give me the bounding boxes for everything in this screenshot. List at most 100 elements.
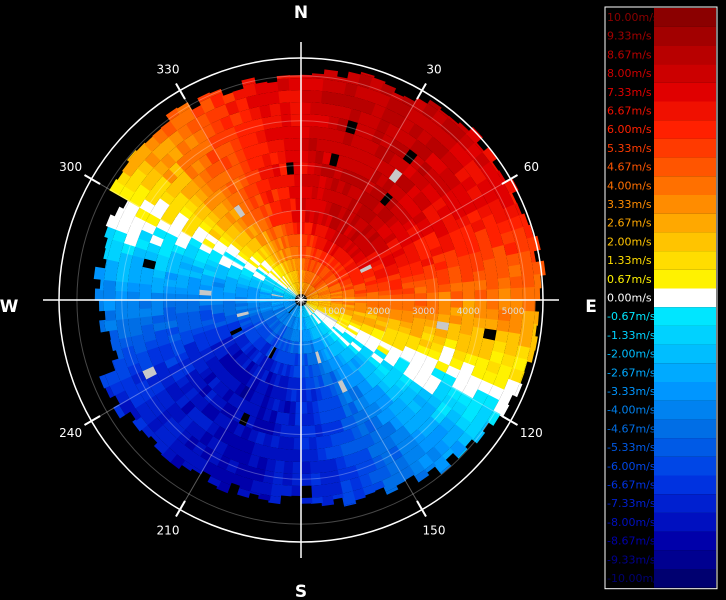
velocity-cell [412, 273, 426, 283]
velocity-cell [207, 210, 221, 225]
velocity-cell [296, 305, 300, 318]
velocity-cell [334, 456, 347, 471]
velocity-cell [277, 78, 291, 92]
velocity-cell [271, 296, 284, 300]
velocity-cell [336, 467, 350, 483]
velocity-cell [243, 326, 256, 337]
velocity-cell [312, 235, 319, 248]
velocity-cell [266, 332, 277, 344]
velocity-cell [325, 346, 335, 359]
velocity-cell [356, 162, 370, 178]
velocity-cell [342, 304, 355, 309]
velocity-cell [295, 305, 300, 318]
velocity-cell [259, 369, 270, 383]
velocity-cell [271, 321, 282, 332]
velocity-cell [306, 290, 317, 298]
velocity-cell [319, 103, 333, 117]
velocity-cell [317, 305, 330, 311]
velocity-cell [484, 318, 498, 332]
velocity-cell [324, 317, 336, 327]
velocity-cell [368, 335, 382, 346]
velocity-cell [103, 299, 116, 312]
velocity-cell [352, 338, 365, 350]
velocity-cell [273, 238, 282, 251]
velocity-cell [230, 239, 244, 252]
velocity-cell [154, 197, 171, 213]
velocity-cell [367, 356, 381, 369]
velocity-cell [275, 138, 286, 152]
velocity-cell [320, 423, 331, 437]
velocity-cell [259, 288, 273, 294]
velocity-cell [313, 162, 324, 176]
velocity-cell [271, 292, 284, 297]
velocity-cell [359, 264, 373, 274]
velocity-cell [341, 333, 353, 345]
velocity-cell [398, 373, 413, 388]
velocity-cell [304, 377, 311, 390]
velocity-cell [330, 327, 342, 339]
velocity-cell [309, 247, 316, 260]
velocity-cell [213, 397, 228, 412]
azimuth-tick [175, 82, 186, 100]
velocity-cell [339, 253, 351, 265]
legend-swatch [654, 494, 716, 513]
velocity-cell [349, 229, 362, 243]
velocity-cell [192, 258, 206, 269]
velocity-cell [413, 350, 428, 364]
velocity-cell [375, 319, 389, 329]
velocity-cell [271, 301, 284, 305]
azimuth-label: 300 [59, 160, 82, 174]
velocity-cell [278, 325, 287, 337]
velocity-cell [216, 263, 230, 273]
velocity-cell [314, 351, 322, 364]
velocity-cell [262, 312, 275, 320]
velocity-cell [304, 304, 314, 315]
velocity-cell [259, 341, 270, 354]
velocity-cell [402, 434, 419, 451]
velocity-cell [275, 309, 287, 318]
velocity-cell [315, 338, 324, 351]
velocity-cell [270, 348, 280, 361]
velocity-cell [363, 275, 377, 284]
azimuth-spoke [84, 299, 302, 426]
velocity-cell [268, 372, 278, 386]
velocity-cell [426, 374, 442, 389]
velocity-cell [341, 377, 353, 392]
velocity-cell [380, 227, 394, 241]
velocity-cell [447, 265, 462, 278]
velocity-cell [285, 289, 297, 297]
velocity-cell [308, 449, 319, 462]
velocity-cell [115, 279, 129, 292]
velocity-cell [251, 236, 263, 249]
velocity-cell [211, 294, 224, 301]
velocity-cell [435, 401, 452, 418]
velocity-cell [357, 176, 371, 192]
velocity-cell [366, 291, 379, 297]
velocity-cell [273, 459, 285, 474]
velocity-cell [271, 163, 282, 177]
velocity-cell [364, 211, 378, 225]
velocity-cell [351, 412, 365, 427]
velocity-cell [239, 425, 252, 441]
velocity-cell [269, 103, 283, 117]
velocity-cell [237, 232, 250, 246]
velocity-cell [308, 138, 319, 151]
velocity-cell [190, 264, 205, 274]
velocity-cell [450, 290, 463, 301]
velocity-cell [256, 248, 268, 260]
velocity-cell [265, 358, 275, 372]
velocity-cell [360, 223, 374, 237]
velocity-cell [318, 302, 331, 307]
velocity-cell [265, 275, 277, 284]
velocity-cell [450, 299, 463, 310]
velocity-cell [408, 414, 425, 430]
velocity-cell [277, 436, 288, 450]
velocity-cell [399, 236, 414, 249]
velocity-cell [511, 226, 528, 244]
velocity-cell [305, 258, 310, 271]
velocity-cell [258, 326, 270, 337]
velocity-cell [324, 214, 334, 228]
velocity-cell [289, 285, 298, 296]
velocity-cell [303, 283, 311, 295]
velocity-cell [373, 323, 387, 333]
